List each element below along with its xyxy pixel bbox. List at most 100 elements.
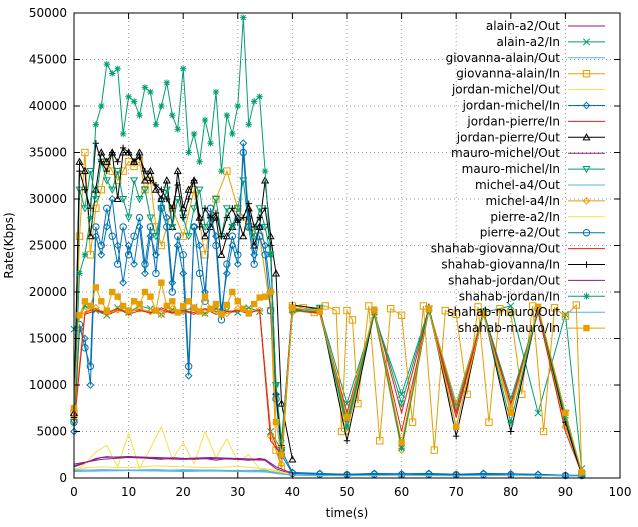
data-point: [179, 251, 187, 259]
data-point: [124, 251, 133, 259]
y-tick-label: 0: [59, 471, 67, 485]
data-point: [267, 251, 274, 258]
data-point: [452, 310, 460, 319]
data-point: [479, 470, 488, 478]
data-point: [376, 437, 384, 445]
data-point: [234, 219, 241, 226]
y-tick-label: 35000: [29, 146, 67, 160]
data-point: [212, 88, 220, 96]
data-point: [98, 298, 105, 305]
data-point: [130, 177, 139, 185]
data-point: [217, 250, 226, 258]
data-point: [184, 233, 193, 241]
data-point: [169, 112, 176, 119]
legend-marker: [582, 133, 591, 141]
data-point: [130, 98, 138, 105]
legend-item: jordan-michel/In: [462, 99, 605, 113]
y-tick-label: 5000: [36, 425, 67, 439]
data-point: [184, 362, 193, 371]
series-jordan-michel-out: [73, 425, 293, 476]
x-tick-label: 100: [609, 485, 632, 499]
x-tick-label: 30: [230, 485, 245, 499]
data-point: [103, 167, 110, 175]
data-point: [386, 305, 395, 313]
data-point: [561, 312, 570, 320]
data-point: [114, 293, 121, 300]
data-point: [114, 65, 121, 72]
data-point: [316, 308, 323, 315]
data-point: [229, 288, 236, 296]
data-point: [397, 446, 406, 455]
data-point: [109, 288, 116, 296]
data-point: [271, 269, 281, 277]
data-point: [86, 362, 95, 371]
series-line-pierre-a2-out: [73, 152, 582, 477]
data-point: [397, 400, 406, 408]
legend-item: shahab-giovanna/In: [441, 258, 605, 272]
data-point: [158, 186, 165, 193]
data-point: [272, 391, 280, 398]
data-point: [152, 307, 160, 314]
data-point: [343, 437, 351, 444]
data-point: [163, 223, 171, 231]
data-point: [169, 205, 176, 212]
data-point: [578, 469, 585, 476]
data-point: [348, 316, 357, 324]
data-point: [119, 195, 128, 204]
data-point: [453, 423, 460, 431]
legend-item: shahab-jordan/In: [459, 289, 605, 303]
data-point: [212, 241, 220, 250]
series-line-shahab-mauro-out: [73, 470, 582, 477]
legend-item: jordan-pierre/Out: [456, 130, 605, 144]
x-tick-label: 90: [558, 485, 573, 499]
series-giovanna-alain-in: [70, 148, 586, 478]
data-point: [179, 269, 188, 278]
data-point: [146, 166, 155, 175]
x-tick-label: 0: [70, 485, 78, 499]
series-shahab-jordan-out: [73, 456, 293, 474]
data-point: [97, 148, 106, 156]
data-point: [168, 304, 177, 313]
data-point: [162, 186, 171, 194]
data-point: [223, 301, 231, 309]
data-point: [425, 305, 433, 312]
data-point: [87, 214, 94, 221]
legend-item: alain-a2/Out: [486, 19, 605, 33]
data-point: [135, 304, 144, 313]
legend-marker: [583, 324, 590, 332]
legend-label: jordan-michel/Out: [451, 83, 560, 97]
data-point: [140, 176, 150, 184]
data-point: [146, 232, 155, 241]
data-point: [255, 222, 264, 230]
legend-label: shahab-mauro/Out: [447, 305, 560, 319]
series-line-pierre-a2-in: [73, 465, 293, 475]
x-tick-label: 70: [449, 485, 464, 499]
data-point: [250, 223, 258, 231]
data-point: [261, 176, 270, 184]
data-point: [163, 195, 171, 203]
data-point: [103, 60, 110, 68]
data-point: [168, 288, 176, 296]
data-point: [245, 310, 252, 317]
legend-label: pierre-a2/Out: [480, 226, 561, 240]
data-point: [250, 300, 258, 308]
data-point: [190, 130, 198, 138]
data-point: [425, 470, 433, 478]
series-pierre-a2-in: [73, 465, 293, 475]
data-point: [185, 149, 192, 156]
legend-item: shahab-mauro/Out: [447, 305, 605, 319]
legend-item: shahab-jordan/Out: [448, 273, 605, 287]
data-point: [86, 168, 95, 176]
data-point: [266, 306, 275, 315]
data-point: [507, 308, 515, 317]
data-point: [86, 381, 95, 389]
y-axis-label: Rate(Kbps): [2, 212, 16, 278]
data-point: [255, 205, 264, 213]
data-point: [87, 302, 94, 310]
data-point: [200, 231, 210, 240]
series-michel-a4-out: [73, 469, 293, 476]
legend-label: giovanna-alain/In: [456, 67, 560, 81]
data-point: [141, 269, 149, 278]
data-point: [474, 303, 482, 311]
